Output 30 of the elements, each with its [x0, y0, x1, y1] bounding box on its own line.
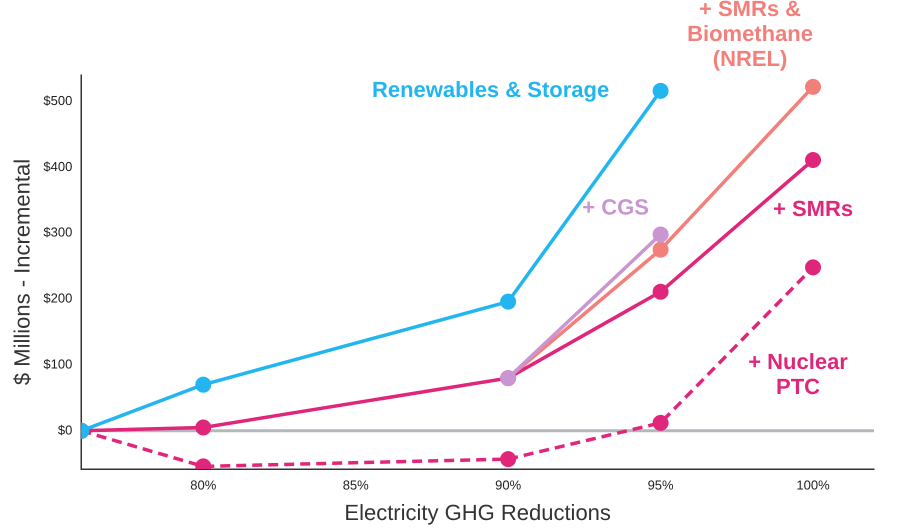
series-label: + SMRs — [772, 196, 854, 222]
point — [652, 226, 669, 242]
y-tick-label: $500 — [43, 92, 72, 108]
series-label: + CGS — [582, 194, 649, 220]
y-tick-label: $100 — [43, 356, 72, 372]
point — [805, 78, 822, 95]
y-axis-title: $ Millions - Incremental — [9, 158, 34, 386]
point — [195, 419, 212, 436]
series-label: + SMRs & Biomethane (NREL) — [687, 0, 813, 71]
y-tick-label: $0 — [58, 422, 72, 438]
y-tick-label: $400 — [43, 158, 72, 174]
point — [652, 414, 669, 431]
x-tick-label: 85% — [342, 477, 370, 492]
point — [805, 152, 822, 168]
point — [652, 284, 669, 300]
x-axis-title: Electricity GHG Reductions — [344, 500, 611, 525]
x-tick-label: 100% — [796, 477, 830, 492]
y-tick-label: $200 — [43, 290, 72, 306]
point — [500, 294, 516, 310]
series-label: Renewables & Storage — [372, 76, 610, 102]
x-tick-label: 80% — [190, 477, 217, 492]
point — [652, 82, 669, 99]
point — [652, 242, 669, 258]
x-tick-label: 90% — [495, 477, 522, 492]
point — [500, 451, 516, 468]
point — [805, 259, 822, 276]
y-tick-label: $300 — [43, 224, 72, 240]
series-label: + Nuclear PTC — [748, 348, 848, 399]
point — [195, 376, 212, 393]
x-tick-label: 95% — [648, 477, 674, 492]
